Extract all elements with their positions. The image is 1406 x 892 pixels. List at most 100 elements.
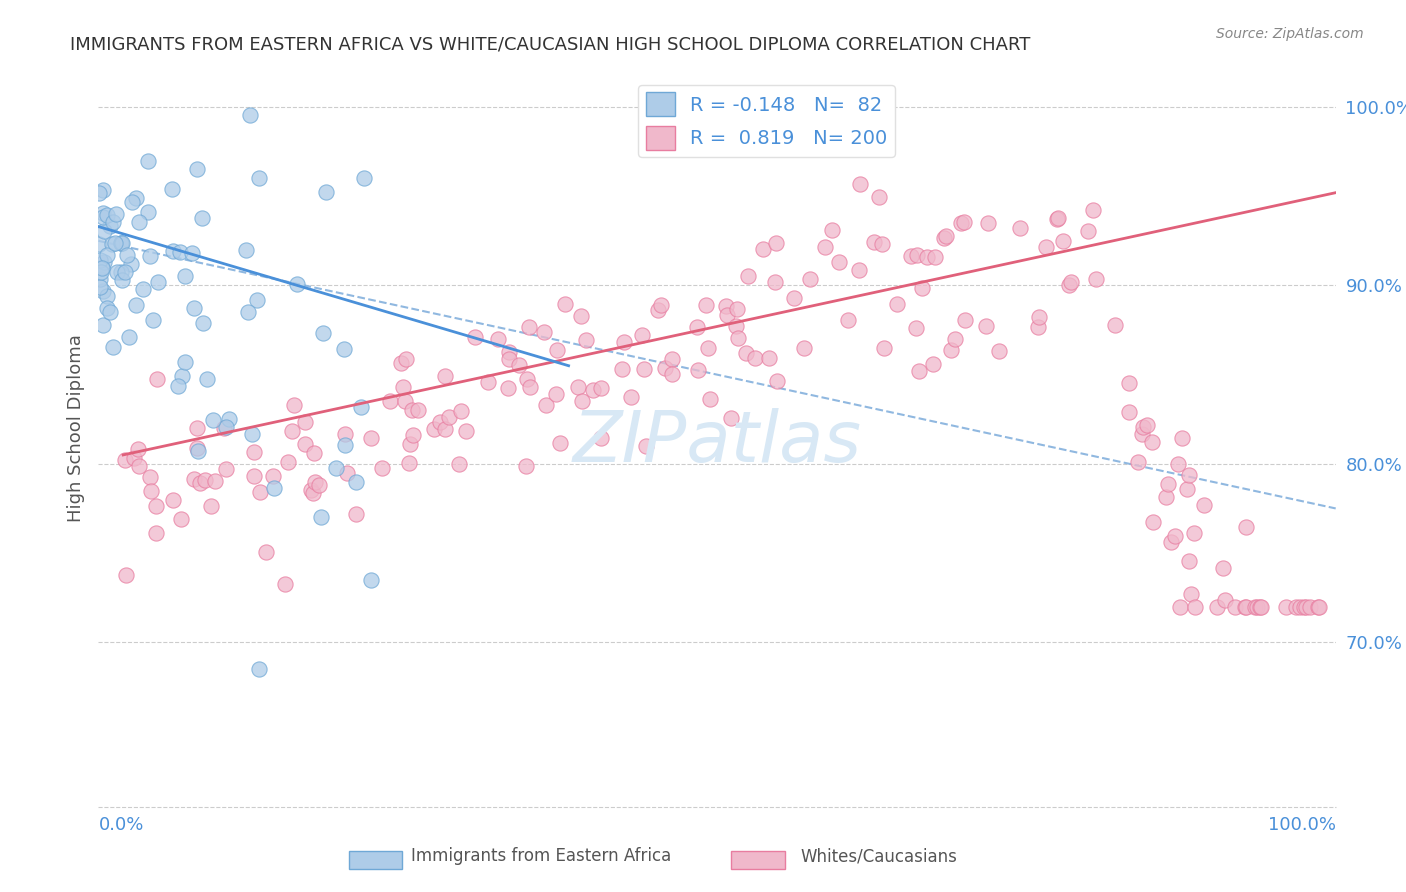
Point [114,452,136,467]
Point [145,372,167,386]
Point [105,265,128,279]
Point [437,409,460,424]
Point [389,356,412,370]
Text: 100.0%: 100.0% [1268,816,1336,834]
Point [647,303,669,318]
Point [544,387,567,401]
Point [125,191,148,205]
Point [90,261,112,276]
Point [215,420,238,434]
Point [496,381,519,395]
Point [243,468,266,483]
Text: Immigrants from Eastern Africa: Immigrants from Eastern Africa [411,847,672,865]
Point [104,235,127,250]
Point [814,240,837,254]
Point [315,186,337,200]
Point [101,236,124,251]
Point [360,432,382,446]
Point [922,357,945,371]
Point [170,368,193,383]
Point [987,343,1010,358]
Point [353,171,375,186]
Point [169,245,191,260]
Point [725,301,748,316]
Point [1178,468,1201,483]
Point [1118,376,1140,391]
Point [90,265,112,279]
Point [1234,520,1257,534]
Point [96,208,118,222]
Text: 0.0%: 0.0% [98,816,143,834]
Point [110,235,132,250]
Point [1130,426,1153,441]
Point [304,475,326,489]
Point [273,577,295,591]
Point [238,108,260,122]
Point [1285,599,1308,614]
Point [294,415,316,429]
Point [263,481,285,495]
Point [516,372,538,386]
Point [821,223,844,237]
Point [1077,224,1099,238]
Point [433,369,456,384]
Point [1118,405,1140,419]
Text: Whites/Caucasians: Whites/Caucasians [800,847,957,865]
Point [837,313,859,327]
Point [93,224,115,238]
Point [1160,535,1182,549]
Point [308,478,330,492]
Point [862,235,884,249]
Point [935,229,957,244]
Point [139,249,162,263]
Point [848,263,870,277]
Point [360,573,382,587]
Point [89,272,111,286]
Point [139,469,162,483]
Point [91,284,114,298]
Point [1171,431,1194,445]
Point [204,474,226,488]
Point [765,374,787,388]
Point [752,242,775,256]
Point [1132,420,1154,434]
Point [765,236,787,251]
Point [886,296,908,310]
Point [1060,275,1083,289]
Point [350,400,373,414]
Point [1046,212,1069,227]
Point [1243,599,1265,614]
Point [89,186,111,200]
Point [406,403,429,417]
Point [977,216,1000,230]
Point [146,275,169,289]
Point [247,662,270,676]
Point [183,472,205,486]
Point [183,301,205,315]
Point [401,402,423,417]
Point [127,442,149,456]
Text: Source: ZipAtlas.com: Source: ZipAtlas.com [1216,27,1364,41]
Point [1213,593,1236,607]
Point [181,246,204,260]
Point [235,244,257,258]
Point [115,247,138,261]
Point [186,442,208,456]
Point [188,476,211,491]
Point [281,424,304,438]
Point [240,427,263,442]
Point [945,332,967,346]
Point [91,183,114,197]
Point [249,485,271,500]
Point [828,254,851,268]
Point [162,244,184,258]
Point [309,510,332,524]
Point [631,328,654,343]
Point [905,248,928,262]
Point [1136,417,1159,432]
Point [695,298,717,312]
Point [498,351,520,366]
Point [93,205,115,219]
Point [477,376,499,390]
Point [1223,599,1246,614]
